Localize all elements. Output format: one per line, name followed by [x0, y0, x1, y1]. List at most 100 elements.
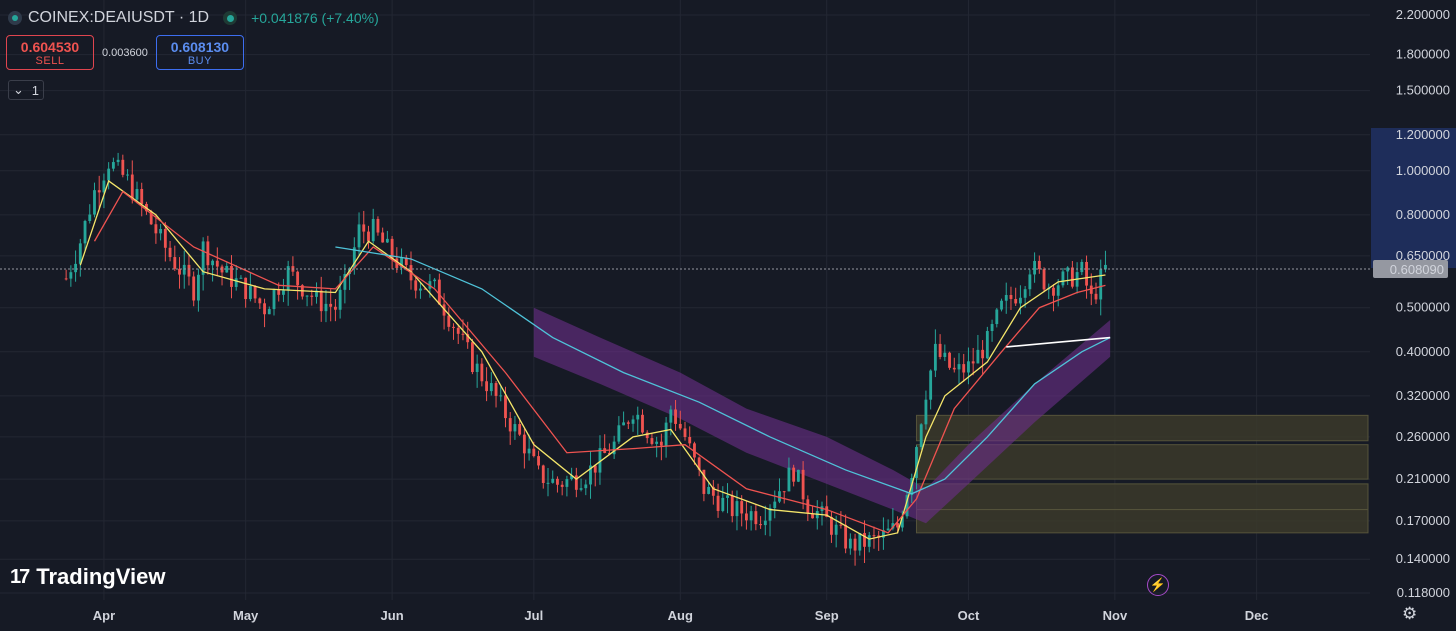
candle-body — [102, 180, 106, 193]
indicators-collapse-button[interactable]: ⌄ 1 — [8, 80, 44, 100]
candle-body — [485, 381, 489, 392]
candle-body — [159, 228, 163, 234]
x-tick-label: Jun — [381, 608, 404, 623]
candle-body — [763, 520, 767, 526]
sell-button[interactable]: 0.604530 SELL — [6, 35, 94, 70]
candle-body — [513, 424, 517, 432]
candle-body — [371, 218, 375, 242]
band-area — [533, 307, 1111, 524]
y-tick-label: 0.170000 — [1396, 513, 1450, 528]
candle-body — [277, 289, 281, 295]
candle-body — [716, 495, 720, 511]
candle-body — [1085, 261, 1088, 286]
candle-body — [919, 424, 923, 448]
candle-body — [1070, 267, 1074, 287]
symbol-title[interactable]: COINEX:DEAIUSDT · 1D — [28, 9, 210, 26]
live-status-icon — [223, 11, 238, 25]
candle-body — [381, 232, 385, 243]
candle-body — [69, 272, 73, 279]
candle-body — [1052, 287, 1055, 296]
candle-body — [636, 414, 640, 420]
candle-body — [943, 352, 947, 357]
candle-body — [93, 190, 96, 215]
candle-body — [839, 524, 843, 526]
candle-body — [546, 482, 550, 484]
candle-body — [641, 414, 644, 433]
candle-body — [1061, 271, 1065, 286]
candle-body — [296, 271, 300, 286]
last-price-tag-bg — [1373, 260, 1448, 279]
y-tick-label: 2.200000 — [1396, 7, 1450, 22]
candle-body — [220, 266, 224, 273]
candle-body — [1018, 297, 1022, 304]
buy-label: BUY — [187, 54, 212, 67]
candle-body — [787, 467, 791, 492]
candle-body — [664, 422, 668, 446]
candle-body — [967, 361, 970, 373]
candle-body — [88, 214, 92, 221]
candle-body — [617, 425, 621, 442]
candle-body — [437, 279, 441, 305]
candle-body — [310, 295, 314, 297]
candle-body — [924, 399, 928, 425]
candle-body — [1028, 274, 1032, 290]
chart-header: COINEX:DEAIUSDT · 1D +0.041876 (+7.40%) — [8, 6, 379, 30]
candle-body — [508, 418, 512, 432]
ma-line — [335, 246, 1111, 495]
x-tick-label: Oct — [958, 608, 980, 623]
candle-body — [900, 516, 904, 528]
candle-body — [730, 495, 734, 517]
candle-body — [1009, 294, 1013, 299]
candle-body — [329, 303, 333, 307]
candle-body — [1080, 261, 1084, 273]
candle-body — [735, 501, 739, 517]
candle-body — [319, 290, 323, 312]
candle-body — [267, 309, 271, 315]
y-tick-label: 0.400000 — [1396, 344, 1450, 359]
buy-button[interactable]: 0.608130 BUY — [155, 35, 244, 70]
candle-body — [853, 538, 857, 551]
candle-body — [64, 278, 68, 280]
candle-body — [83, 220, 87, 244]
sell-price: 0.604530 — [20, 38, 80, 55]
y-tick-label: 0.260000 — [1396, 429, 1450, 444]
candle-body — [858, 533, 862, 551]
spread-value: 0.003600 — [102, 46, 148, 59]
bolt-icon[interactable]: ⚡ — [1147, 574, 1169, 596]
candle-body — [248, 285, 252, 300]
candle-body — [135, 188, 139, 200]
candle-body — [282, 290, 285, 295]
candle-body — [948, 352, 951, 368]
candlestick-series — [64, 152, 1107, 566]
candle-body — [362, 224, 366, 232]
gear-icon[interactable]: ⚙ — [1402, 604, 1418, 623]
candle-body — [740, 501, 744, 514]
candle-body — [1004, 294, 1008, 301]
moving-average-lines — [79, 179, 1111, 540]
candle-body — [881, 530, 885, 538]
candle-body — [154, 224, 158, 234]
candle-body — [872, 535, 876, 537]
candle-body — [140, 188, 144, 204]
last-price-tag: 0.608090 — [1390, 262, 1444, 277]
candle-body — [1104, 264, 1107, 270]
candle-body — [1033, 260, 1037, 275]
candle-body — [749, 511, 753, 521]
candle-body — [244, 277, 248, 300]
candle-body — [995, 309, 999, 325]
candle-body — [253, 285, 257, 299]
candle-body — [263, 303, 266, 315]
candle-body — [759, 524, 763, 526]
candle-body — [234, 278, 238, 287]
candle-body — [258, 298, 262, 304]
candle-body — [225, 265, 229, 273]
candle-body — [622, 422, 626, 426]
candle-body — [693, 443, 696, 458]
y-tick-label: 0.140000 — [1396, 551, 1450, 566]
candle-body — [343, 274, 347, 290]
candle-body — [952, 367, 956, 370]
y-tick-label: 0.320000 — [1396, 388, 1450, 403]
candle-body — [130, 174, 134, 200]
candle-body — [589, 465, 592, 485]
